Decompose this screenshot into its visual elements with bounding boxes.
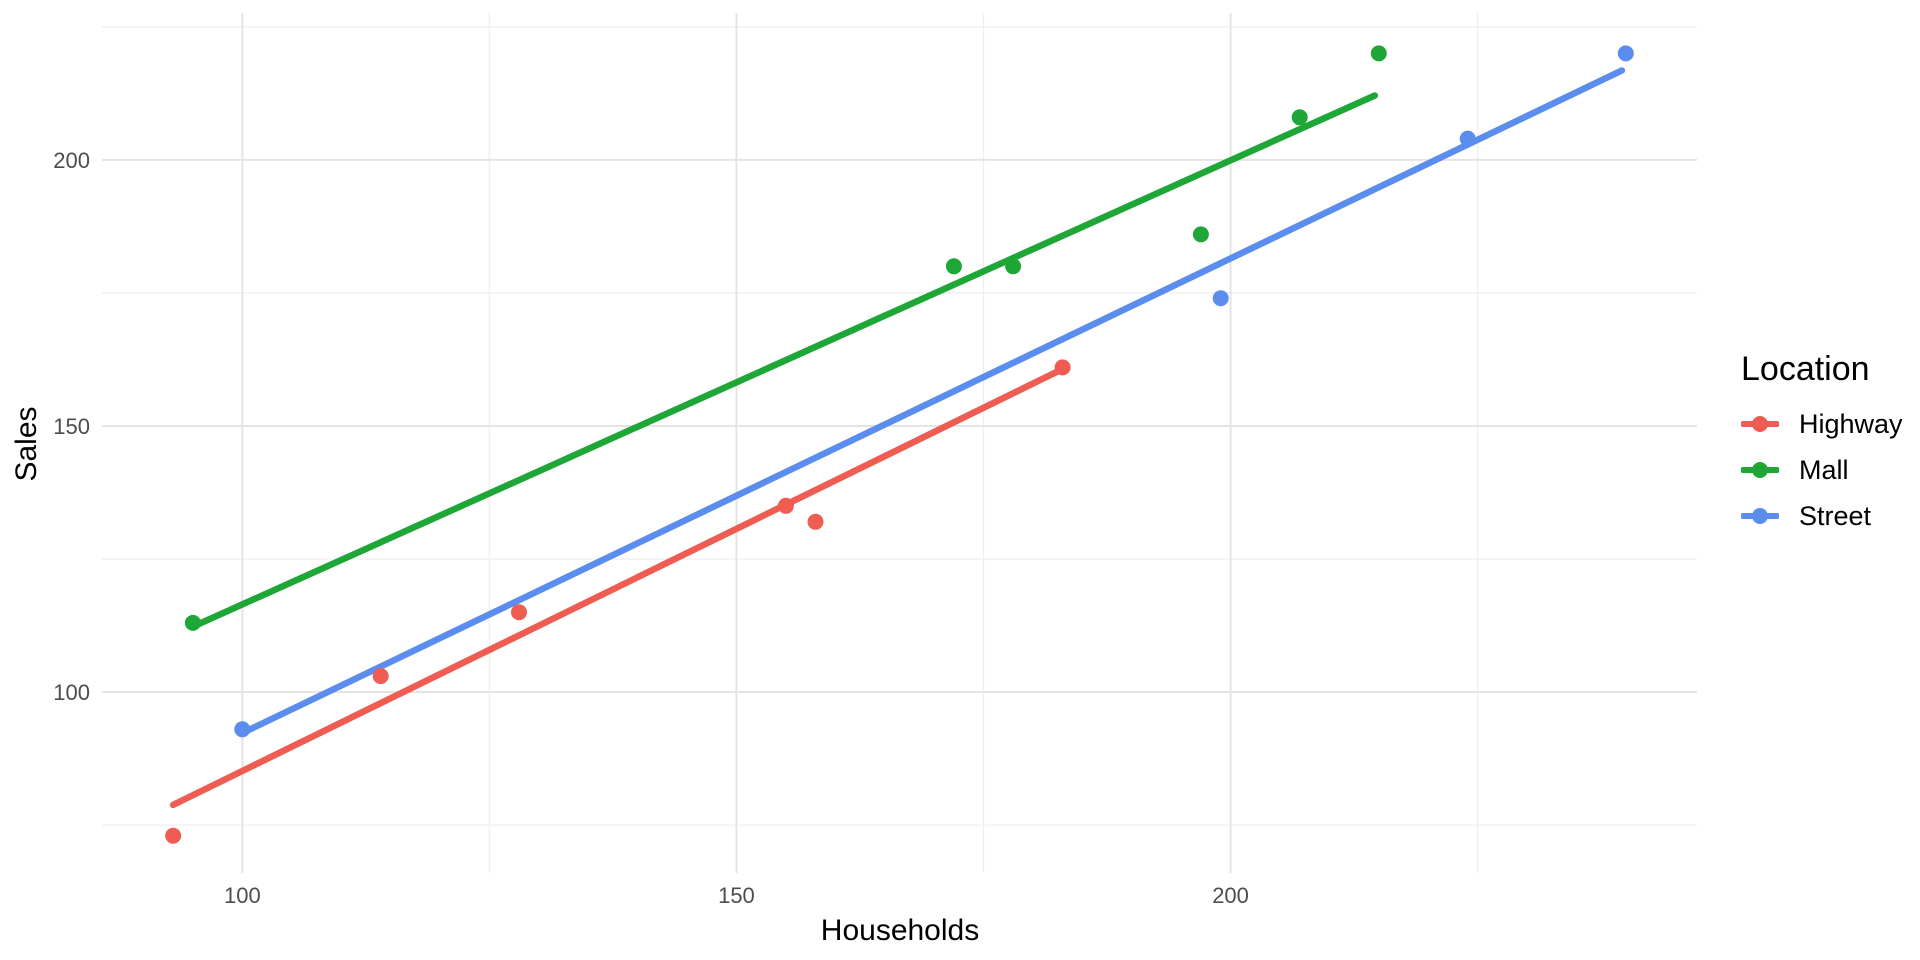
legend-item-mall: Mall [1741, 447, 1903, 493]
x-tick-label-200: 200 [1212, 883, 1249, 908]
x-tick-label-100: 100 [224, 883, 261, 908]
legend-title: Location [1741, 350, 1870, 388]
trend-line-highway [169, 365, 1066, 809]
legend-label-mall: Mall [1799, 454, 1849, 485]
data-point-highway [372, 668, 389, 685]
data-point-highway [511, 604, 527, 621]
data-point-street [1617, 45, 1634, 62]
legend-key-point [1752, 416, 1768, 432]
legend: Location Highway Mall Street [1741, 350, 1903, 539]
data-point-mall [945, 258, 962, 275]
data-point-mall [1005, 258, 1022, 275]
legend-item-highway: Highway [1741, 401, 1903, 447]
data-point-mall [1192, 226, 1209, 243]
legend-key-point [1752, 508, 1768, 524]
legend-item-street: Street [1741, 493, 1903, 539]
data-point-highway [807, 513, 824, 530]
trend-line-street [239, 67, 1626, 737]
legend-key-point [1752, 462, 1768, 478]
x-tick-label-150: 150 [718, 883, 755, 908]
data-point-mall [184, 614, 201, 631]
y-tick-label-150: 150 [53, 414, 90, 439]
y-axis-title: Sales [10, 406, 43, 482]
data-point-highway [1054, 359, 1071, 376]
data-point-street [1459, 130, 1476, 147]
y-tick-label-100: 100 [53, 680, 90, 705]
legend-label-street: Street [1799, 500, 1872, 531]
x-axis-title: Households [820, 914, 980, 947]
legend-key-icon-mall [1741, 462, 1779, 478]
data-point-street [1212, 290, 1229, 307]
legend-key-icon-highway [1741, 416, 1779, 432]
trend-line-mall [189, 92, 1379, 630]
legend-label-highway: Highway [1799, 408, 1903, 439]
data-point-highway [165, 827, 182, 844]
y-tick-label-200: 200 [53, 148, 90, 173]
legend-key-icon-street [1741, 508, 1779, 524]
legend-items: Highway Mall Street [1741, 401, 1903, 539]
data-point-highway [777, 497, 794, 514]
data-point-mall [1291, 109, 1308, 126]
data-point-street [234, 721, 251, 738]
data-point-mall [1370, 45, 1387, 62]
